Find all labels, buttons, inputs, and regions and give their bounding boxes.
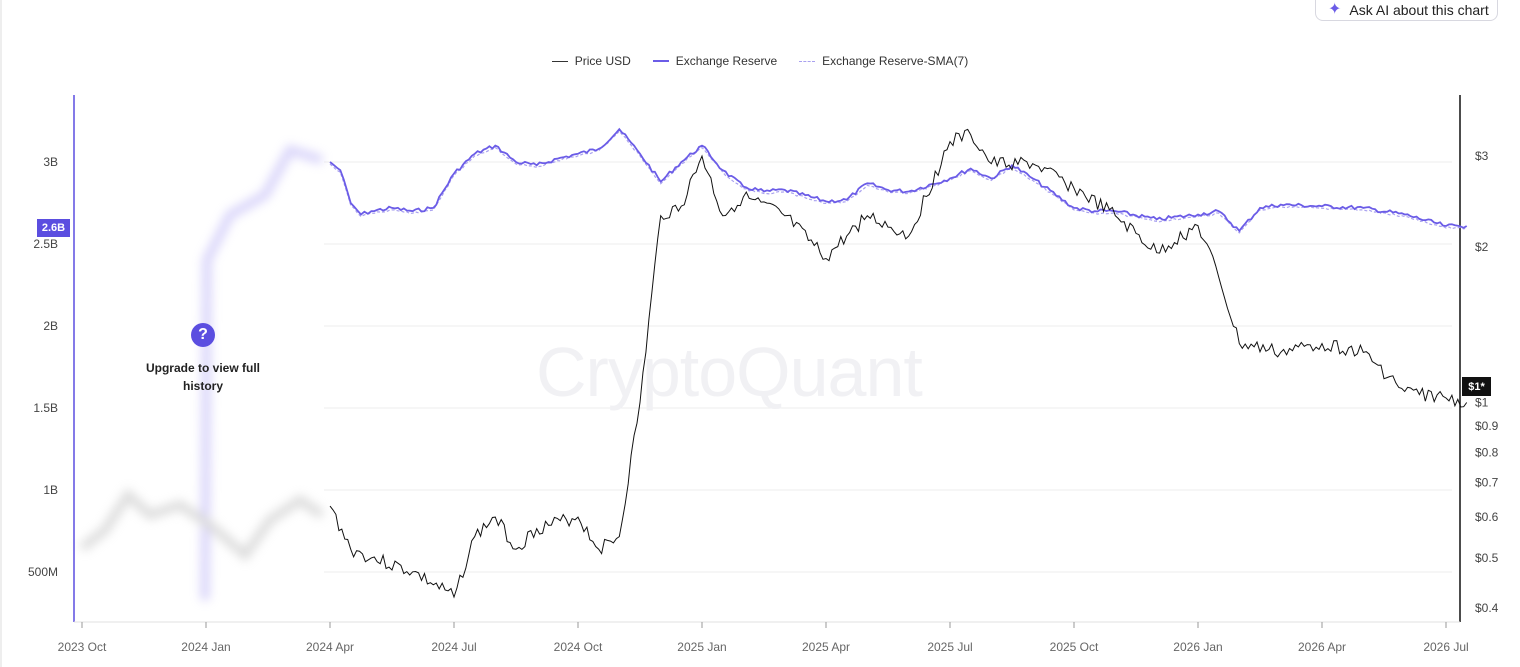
ask-ai-label: Ask AI about this chart: [1349, 1, 1489, 18]
legend-item-reserve[interactable]: Exchange Reserve: [652, 54, 778, 68]
x-tick-label: 2025 Apr: [802, 640, 850, 654]
y-left-tick-label: 2B: [43, 319, 58, 333]
y-right-tick-label: $1: [1475, 395, 1489, 409]
x-tick-label: 2026 Jan: [1173, 640, 1222, 654]
legend-swatch-price: [551, 60, 568, 62]
x-tick-label: 2024 Jan: [181, 640, 230, 654]
question-icon[interactable]: ?: [191, 323, 215, 347]
reserve-current-badge: 2.6B: [37, 219, 70, 237]
locked-reserve-preview: [200, 144, 324, 601]
y-right-tick-label: $0.4: [1475, 601, 1499, 615]
x-tick-label: 2024 Jul: [431, 640, 476, 654]
right-axis-ticks: $3 $2 $1 $0.9 $0.8 $0.7 $0.6 $0.5 $0.4: [1475, 149, 1499, 615]
series-line-price-usd: [329, 128, 1468, 599]
x-tick-label: 2025 Oct: [1050, 640, 1099, 654]
legend-item-sma[interactable]: Exchange Reserve-SMA(7): [799, 54, 968, 68]
y-right-tick-label: $3: [1475, 149, 1489, 163]
y-right-tick-label: $0.7: [1475, 475, 1499, 489]
y-right-tick-label: $0.8: [1475, 446, 1499, 460]
y-right-tick-label: $0.6: [1475, 510, 1499, 524]
ask-ai-button[interactable]: ✦ Ask AI about this chart: [1315, 0, 1498, 21]
upgrade-text: Upgrade to view full history: [145, 361, 260, 393]
x-tick-label: 2025 Jan: [677, 640, 726, 654]
grid-lines: [324, 161, 1452, 573]
series-line-exchange-reserve: [329, 127, 1468, 233]
sparkle-icon: ✦: [1328, 0, 1342, 18]
legend-swatch-sma: [799, 60, 816, 62]
locked-price-preview: [79, 488, 325, 562]
x-tick-label: 2025 Jul: [927, 640, 972, 654]
left-frame-border: [0, 0, 2, 667]
chart-legend: Price USD Exchange Reserve Exchange Rese…: [0, 54, 1520, 68]
legend-swatch-reserve: [652, 60, 669, 62]
y-right-tick-label: $0.5: [1475, 551, 1499, 565]
left-axis-ticks: 3B 2.5B 2B 1.5B 1B 500M: [28, 155, 58, 579]
x-tick-label: 2024 Apr: [306, 640, 354, 654]
x-tick-label: 2026 Apr: [1298, 640, 1346, 654]
legend-item-price[interactable]: Price USD: [551, 54, 631, 68]
y-left-tick-label: 3B: [43, 155, 58, 169]
locked-history-preview: [79, 144, 325, 601]
legend-label-reserve: Exchange Reserve: [675, 54, 778, 68]
y-left-tick-label: 500M: [28, 565, 58, 579]
y-left-tick-label: 1.5B: [33, 401, 58, 415]
y-left-tick-label: 1B: [43, 483, 58, 497]
y-left-tick-label: 2.5B: [33, 237, 58, 251]
series-line-exchange-reserve-sma: [329, 130, 1467, 234]
x-axis-ticks: 2023 Oct 2024 Jan 2024 Apr 2024 Jul 2024 Oct…: [58, 622, 1469, 654]
legend-label-sma: Exchange Reserve-SMA(7): [822, 54, 969, 68]
upgrade-overlay: ? Upgrade to view full history: [138, 323, 268, 395]
x-tick-label: 2026 Jul: [1423, 640, 1468, 654]
x-tick-label: 2023 Oct: [58, 640, 107, 654]
x-tick-label: 2024 Oct: [554, 640, 603, 654]
y-right-tick-label: $2: [1475, 240, 1489, 254]
y-right-tick-label: $0.9: [1475, 419, 1499, 433]
legend-label-price: Price USD: [574, 54, 631, 68]
price-current-badge: $1*: [1462, 377, 1491, 396]
